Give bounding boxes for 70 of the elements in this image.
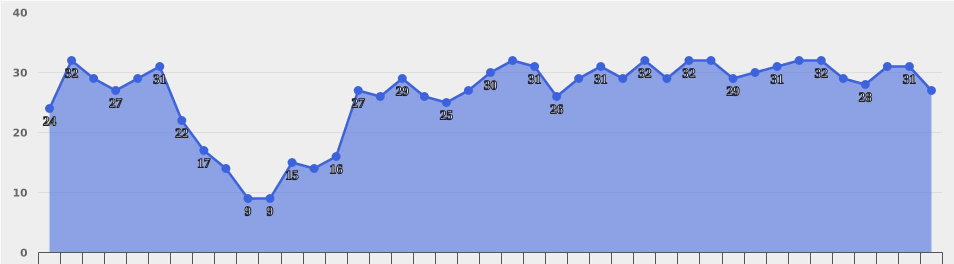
point (133, 74, 142, 83)
point (486, 68, 495, 77)
point (706, 56, 716, 65)
y-tick-label: 20 (12, 126, 28, 140)
point (464, 86, 473, 95)
data-label: 30 (484, 78, 498, 92)
point (398, 74, 407, 83)
point (618, 74, 628, 83)
y-tick-label: 10 (12, 186, 28, 200)
point (332, 152, 341, 161)
data-label: 25 (440, 108, 454, 122)
point (266, 194, 275, 203)
point (596, 62, 606, 71)
point (111, 86, 120, 95)
data-label: 9 (244, 204, 252, 218)
data-label: 31 (528, 72, 542, 86)
point (310, 164, 319, 173)
point (420, 92, 429, 101)
y-tick-label: 0 (20, 246, 28, 260)
data-label: 29 (726, 84, 740, 98)
data-label: 27 (352, 96, 366, 110)
point (376, 92, 385, 101)
data-label: 24 (42, 114, 57, 128)
point (442, 98, 451, 107)
point (288, 158, 297, 167)
point (45, 104, 54, 113)
y-tick-label: 30 (12, 66, 28, 80)
data-label: 16 (329, 162, 344, 176)
point (89, 74, 98, 83)
point (221, 164, 230, 173)
point (838, 74, 848, 83)
y-tick-label: 40 (12, 6, 28, 20)
point (67, 56, 76, 65)
data-label: 28 (858, 90, 872, 104)
data-label: 22 (175, 126, 189, 140)
point (508, 56, 518, 65)
point (552, 92, 562, 101)
data-label: 32 (814, 66, 828, 80)
data-label: 26 (550, 102, 564, 116)
point (816, 56, 826, 65)
point (684, 56, 694, 65)
point (794, 56, 804, 65)
data-label: 31 (153, 72, 166, 86)
point (772, 62, 782, 71)
point (926, 86, 936, 95)
point (199, 146, 208, 155)
point (904, 62, 914, 71)
point (243, 194, 252, 203)
data-label: 31 (902, 72, 916, 86)
data-label: 29 (396, 84, 410, 98)
data-label: 15 (285, 168, 300, 182)
data-label: 32 (638, 66, 652, 80)
data-label: 9 (266, 204, 274, 218)
point (354, 86, 363, 95)
point (530, 62, 540, 71)
point (662, 74, 672, 83)
data-label: 17 (197, 156, 211, 170)
data-label: 31 (594, 72, 608, 86)
point (640, 56, 650, 65)
data-label: 31 (770, 72, 784, 86)
data-label: 32 (682, 66, 696, 80)
point (155, 62, 164, 71)
data-label: 32 (64, 66, 79, 80)
point (882, 62, 892, 71)
point (728, 74, 738, 83)
point (177, 116, 186, 125)
point (574, 74, 584, 83)
point (750, 68, 760, 77)
point (860, 80, 870, 89)
data-label: 27 (109, 96, 123, 110)
